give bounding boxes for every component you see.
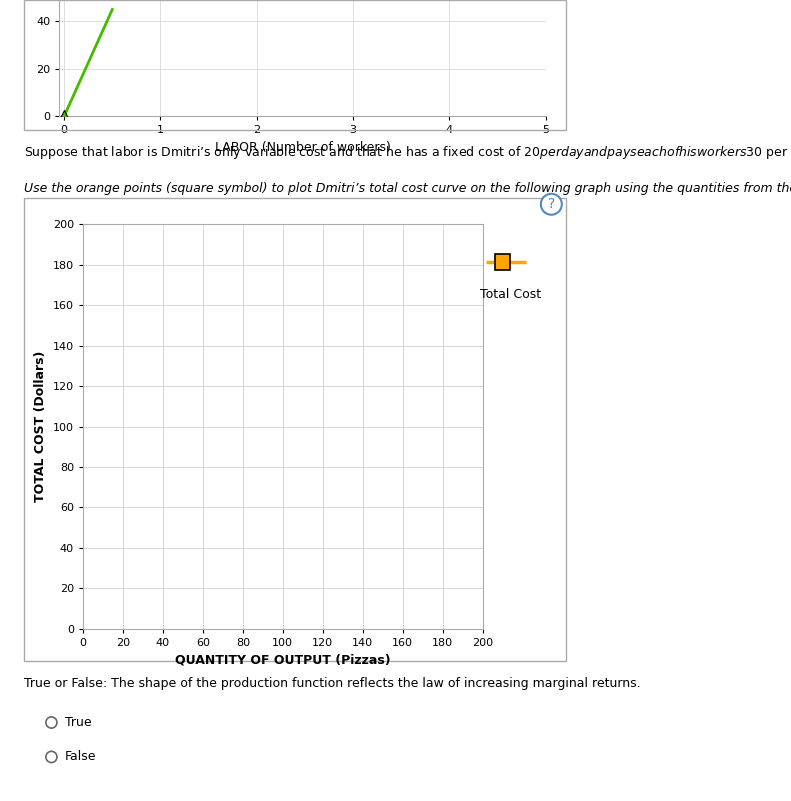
Text: ?: ? (547, 197, 555, 211)
X-axis label: LABOR (Number of workers): LABOR (Number of workers) (214, 141, 391, 154)
Y-axis label: TOTAL COST (Dollars): TOTAL COST (Dollars) (34, 351, 47, 502)
X-axis label: QUANTITY OF OUTPUT (Pizzas): QUANTITY OF OUTPUT (Pizzas) (175, 654, 391, 666)
Text: Use the orange points (square symbol) to plot Dmitri’s total cost curve on the f: Use the orange points (square symbol) to… (24, 182, 791, 195)
Text: Suppose that labor is Dmitri’s only variable cost and that he has a fixed cost o: Suppose that labor is Dmitri’s only vari… (24, 144, 791, 161)
Text: Total Cost: Total Cost (479, 288, 541, 301)
Text: ■: ■ (495, 255, 509, 269)
Text: True: True (65, 716, 92, 729)
Text: True or False: The shape of the production function reflects the law of increasi: True or False: The shape of the producti… (24, 677, 641, 690)
Text: False: False (65, 751, 97, 763)
